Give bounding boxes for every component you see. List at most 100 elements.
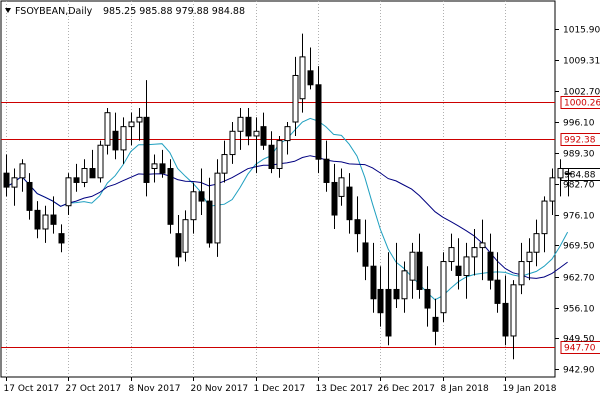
candle (323, 140, 330, 192)
candle (393, 242, 400, 309)
candle (167, 159, 174, 234)
candle (409, 242, 416, 299)
candle (448, 233, 455, 271)
candle-body-bull (136, 116, 143, 123)
y-tick-label: 976.10 (563, 212, 595, 222)
x-tick-label: 8 Nov 2017 (129, 384, 181, 394)
candle (58, 224, 65, 253)
candle (463, 242, 470, 299)
candle (385, 252, 392, 346)
candle (487, 233, 494, 290)
candle-body-bear (159, 163, 166, 174)
candle-body-bear (455, 265, 462, 276)
candle-body-bull (299, 56, 306, 100)
candle (315, 66, 322, 174)
candle-body-bull (292, 74, 299, 123)
level-label-box (560, 96, 600, 109)
candle (557, 159, 564, 197)
candle-body-bull (19, 163, 26, 179)
ohlc-readout: 985.25 985.88 979.88 984.88 (103, 6, 245, 17)
candle-body-bull (237, 116, 244, 132)
candle-body-bull (526, 251, 533, 263)
x-tick-label: 19 Jan 2018 (503, 384, 557, 394)
candle (65, 173, 72, 216)
candle (206, 177, 213, 248)
candle (11, 168, 18, 206)
candle-body-bear (385, 288, 392, 337)
candle (112, 112, 119, 160)
candle-body-bull (65, 177, 72, 207)
candle-body-bull (409, 251, 416, 281)
candle (510, 280, 517, 360)
candle-body-bear (393, 288, 400, 300)
candle-body-bear (307, 70, 314, 86)
candle (424, 266, 431, 327)
candle (42, 205, 49, 243)
candle (346, 173, 353, 234)
candle-body-bear (432, 316, 439, 332)
y-axis: 1015.901009.311002.70996.10989.30982.709… (555, 26, 600, 376)
candle (260, 112, 267, 150)
candle (237, 108, 244, 150)
candle-body-bull (549, 177, 556, 202)
symbol-label: FSOYBEAN,Daily (15, 6, 93, 17)
level-label: 1000.26 (564, 99, 600, 109)
candle (104, 108, 111, 155)
candle (159, 149, 166, 178)
candle-body-bear (3, 172, 10, 188)
candle-body-bear (346, 186, 353, 221)
candle-body-bear (34, 209, 41, 230)
y-tick-label: 982.70 (563, 181, 595, 191)
candle-body-bull (463, 256, 470, 276)
candle-body-bull (104, 112, 111, 146)
candle-body-bear (331, 181, 338, 216)
candle-body-bear (424, 288, 431, 309)
candle (416, 233, 423, 299)
candle (136, 108, 143, 141)
candle-body-bull (541, 200, 548, 235)
candle (370, 242, 377, 313)
candle-body-bull (182, 219, 189, 253)
candle (89, 149, 96, 179)
candle-body-bear (58, 233, 65, 244)
candle (354, 196, 361, 253)
x-tick-label: 26 Dec 2017 (378, 384, 436, 394)
candle-body-bull (479, 242, 486, 249)
candle-body-bear (206, 200, 213, 244)
candle-body-bull (221, 154, 228, 174)
candle-body-bull (518, 261, 525, 286)
candle (299, 33, 306, 113)
candle-body-bull (11, 177, 18, 188)
candle-body-bear (315, 84, 322, 160)
candle-body-bull (42, 214, 49, 230)
candle-body-bull (533, 233, 540, 253)
candle (331, 163, 338, 229)
candle (34, 201, 41, 239)
candle (182, 210, 189, 262)
candle (549, 168, 556, 216)
candle-body-bull (97, 144, 104, 179)
candle (526, 238, 533, 281)
candle (292, 56, 299, 136)
candle (533, 219, 540, 267)
chart-header: FSOYBEAN,Daily 985.25 985.88 979.88 984.… (5, 6, 245, 17)
candle-body-bear (323, 158, 330, 183)
x-axis: 17 Oct 2017 27 Oct 2017 8 Nov 2017 20 Nov 2… (4, 377, 557, 394)
candle-body-bull (253, 130, 260, 137)
candle (143, 80, 150, 197)
candle-body-bear (26, 181, 33, 211)
candle (440, 252, 447, 323)
candle-body-bear (362, 242, 369, 267)
candle-body-bull (557, 168, 564, 179)
dropdown-triangle-icon[interactable] (5, 8, 11, 13)
candle-body-bear (73, 177, 80, 183)
y-tick-label: 949.50 (563, 335, 595, 345)
candle (471, 228, 478, 276)
candle (432, 298, 439, 346)
candle (479, 219, 486, 281)
x-tick-label: 27 Oct 2017 (66, 384, 122, 394)
level-label-box (560, 341, 600, 354)
candle (502, 275, 509, 346)
